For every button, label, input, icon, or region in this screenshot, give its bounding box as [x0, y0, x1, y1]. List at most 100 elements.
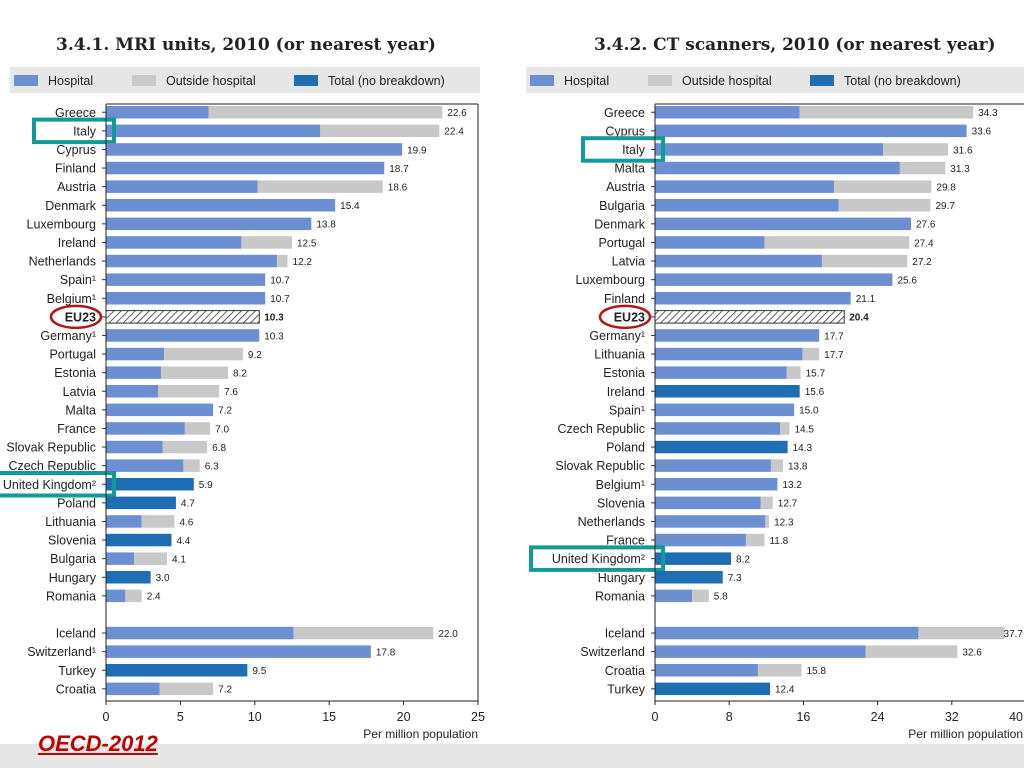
value-label-croatia: 7.2: [218, 685, 232, 696]
category-label-ireland: Ireland: [58, 236, 96, 250]
x-tick-label: 16: [796, 710, 810, 724]
value-label-hungary: 7.3: [728, 573, 742, 584]
category-label-iceland: Iceland: [605, 627, 645, 641]
value-label-portugal: 9.2: [248, 350, 262, 361]
bar-outside-czech-republic: [780, 422, 790, 435]
category-label-netherlands: Netherlands: [578, 515, 645, 529]
bar-outside-netherlands: [277, 254, 288, 268]
bar-hospital-iceland: [106, 626, 294, 640]
category-label-slovak-republic: Slovak Republic: [6, 441, 96, 455]
footer-bar: [0, 744, 1024, 768]
legend-swatch-outside: [132, 75, 156, 86]
bar-hospital-slovenia: [655, 496, 761, 510]
chart-title: 3.4.1. MRI units, 2010 (or nearest year): [56, 35, 436, 55]
bar-total-turkey: [655, 682, 771, 696]
legend-label-total: Total (no breakdown): [844, 74, 961, 88]
bar-hospital-slovak-republic: [106, 440, 163, 454]
category-label-slovak-republic: Slovak Republic: [555, 459, 645, 473]
x-axis-label: Per million population: [363, 727, 478, 741]
bar-outside-estonia: [786, 366, 801, 379]
bar-hospital-france: [655, 533, 746, 547]
bar-hospital-cyprus: [106, 143, 403, 156]
bar-hospital-latvia: [655, 254, 822, 268]
value-label-spain: 10.7: [270, 275, 290, 286]
bar-outside-ireland: [241, 236, 292, 249]
category-label-greece: Greece: [604, 106, 645, 120]
value-label-portugal: 27.4: [914, 238, 934, 249]
bar-hospital-italy: [655, 143, 884, 156]
bar-outside-romania: [125, 589, 142, 603]
value-label-poland: 4.7: [181, 499, 195, 510]
value-label-switzerland: 17.8: [376, 647, 396, 658]
bar-hospital-estonia: [106, 366, 162, 379]
category-label-united-kingdom: United Kingdom²: [3, 478, 96, 492]
category-label-belgium: Belgium¹: [596, 478, 645, 492]
category-label-poland: Poland: [57, 496, 96, 510]
bar-outside-bulgaria: [838, 199, 931, 212]
plot-area: [655, 104, 1024, 701]
bar-outside-greece: [208, 106, 443, 119]
value-label-slovak-republic: 13.8: [788, 461, 808, 472]
bar-hospital-greece: [655, 106, 800, 119]
bar-hospital-austria: [106, 180, 258, 193]
legend-swatch-outside: [648, 75, 672, 86]
bar-outside-greece: [799, 106, 974, 119]
category-label-hungary: Hungary: [598, 571, 646, 585]
value-label-turkey: 9.5: [252, 666, 266, 677]
value-label-estonia: 15.7: [806, 368, 826, 379]
category-label-estonia: Estonia: [603, 366, 645, 380]
x-tick-label: 20: [397, 710, 411, 724]
category-label-lithuania: Lithuania: [594, 348, 645, 362]
x-tick-label: 10: [248, 710, 262, 724]
bar-hospital-czech-republic: [106, 459, 184, 472]
bar-hospital-italy: [106, 124, 321, 138]
bar-total-hungary: [655, 571, 723, 584]
bar-hospital-luxembourg: [655, 273, 893, 286]
value-label-eu23: 20.4: [849, 313, 869, 324]
legend-label-total: Total (no breakdown): [328, 74, 445, 88]
category-label-denmark: Denmark: [45, 199, 96, 213]
category-label-eu23: EU23: [614, 310, 645, 324]
value-label-belgium: 13.2: [782, 480, 802, 491]
highlight-circle-eu23: [49, 304, 103, 330]
category-label-italy: Italy: [73, 124, 97, 138]
bar-hospital-malta: [106, 403, 214, 417]
value-label-cyprus: 33.6: [972, 127, 992, 138]
category-label-spain: Spain¹: [60, 273, 96, 287]
category-label-latvia: Latvia: [612, 255, 645, 269]
value-label-slovenia: 4.4: [176, 536, 190, 547]
value-label-switzerland: 32.6: [962, 647, 982, 658]
bar-outside-france: [745, 533, 765, 547]
category-label-bulgaria: Bulgaria: [50, 552, 96, 566]
bar-outside-latvia: [158, 385, 220, 398]
bar-total-poland: [106, 496, 176, 510]
bar-hospital-ireland: [106, 236, 242, 249]
value-label-cyprus: 19.9: [407, 145, 427, 156]
bar-hospital-netherlands: [106, 254, 278, 268]
bar-hospital-croatia: [106, 682, 160, 696]
bar-outside-czech-republic: [183, 459, 200, 472]
category-label-greece: Greece: [55, 106, 96, 120]
bar-outside-austria: [257, 180, 383, 193]
bar-outside-netherlands: [765, 515, 770, 528]
bar-hospital-croatia: [655, 664, 758, 677]
bar-hospital-lithuania: [655, 347, 803, 361]
value-label-austria: 29.8: [936, 182, 956, 193]
category-label-germany: Germany¹: [589, 329, 645, 343]
source-label: OECD-2012: [38, 731, 158, 756]
x-tick-label: 5: [177, 710, 184, 724]
legend-label-hospital: Hospital: [564, 74, 609, 88]
bar-outside-romania: [692, 589, 709, 603]
value-label-france: 11.8: [769, 536, 788, 547]
bar-hospital-finland: [655, 292, 851, 305]
legend-label-outside: Outside hospital: [166, 74, 256, 88]
bar-hospital-lithuania: [106, 515, 142, 528]
value-label-belgium: 10.7: [270, 294, 290, 305]
value-label-latvia: 27.2: [912, 257, 932, 268]
bar-hospital-romania: [106, 589, 126, 603]
value-label-denmark: 15.4: [340, 201, 360, 212]
bar-total-united-kingdom: [106, 478, 194, 491]
bar-outside-croatia: [757, 664, 802, 677]
category-label-slovenia: Slovenia: [597, 496, 645, 510]
